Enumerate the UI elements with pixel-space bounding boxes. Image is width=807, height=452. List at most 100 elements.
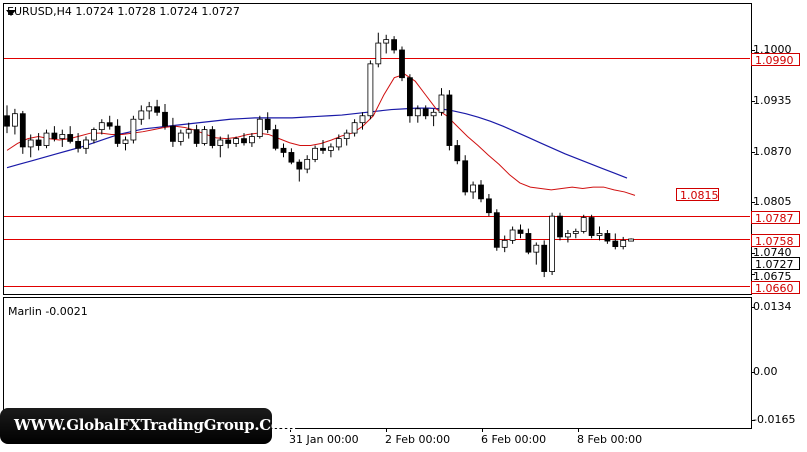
bearish-candle xyxy=(35,139,42,146)
bullish-candle xyxy=(146,106,153,112)
ma-value-label: 1.0815 xyxy=(676,188,719,202)
bullish-candle xyxy=(359,115,366,124)
bullish-candle xyxy=(549,215,555,272)
bearish-candle xyxy=(320,147,326,151)
bearish-candle xyxy=(588,217,595,236)
bearish-candle xyxy=(422,108,429,117)
bearish-candle xyxy=(19,113,26,148)
bearish-candle xyxy=(51,132,58,140)
bullish-candle xyxy=(367,63,374,117)
indicator-title: Marlin -0.0021 xyxy=(8,305,88,318)
bearish-candle xyxy=(114,125,121,144)
bullish-candle xyxy=(414,108,421,117)
current-price-label: 1.0727 xyxy=(751,257,800,271)
bullish-candle xyxy=(83,139,89,149)
bullish-candle xyxy=(430,111,437,117)
bearish-candle xyxy=(106,122,113,127)
bullish-candle xyxy=(91,129,97,141)
bullish-candle xyxy=(596,233,603,236)
bearish-candle xyxy=(493,212,500,248)
bullish-candle xyxy=(628,238,634,242)
bullish-candle xyxy=(509,229,516,241)
bullish-candle xyxy=(130,118,137,141)
bearish-candle xyxy=(272,129,279,149)
time-label: 31 Jan 00:00 xyxy=(289,433,359,446)
price-axis: 1.1000 1.0935 1.0870 1.0805 1.0740 1.067… xyxy=(751,3,807,293)
bearish-candle xyxy=(485,198,492,214)
bullish-candle xyxy=(620,239,627,248)
bearish-candle xyxy=(612,240,619,248)
bullish-candle xyxy=(201,129,208,144)
bullish-candle xyxy=(438,94,445,113)
bearish-candle xyxy=(193,129,200,144)
time-label: 6 Feb 00:00 xyxy=(481,433,547,446)
chart-menu-arrow-icon[interactable] xyxy=(6,10,16,16)
bullish-candle xyxy=(304,158,311,170)
level-line-3[interactable] xyxy=(4,239,750,240)
bullish-candle xyxy=(351,122,358,134)
bullish-candle xyxy=(572,230,579,234)
bearish-candle xyxy=(446,94,453,146)
price-tick: 1.0935 xyxy=(753,94,792,107)
bearish-candle xyxy=(604,233,611,242)
watermark-banner: WWW.GlobalFXTradingGroup.Com xyxy=(0,408,296,444)
bearish-candle xyxy=(478,184,484,200)
bearish-candle xyxy=(517,229,524,234)
bullish-candle xyxy=(565,233,571,238)
bearish-candle xyxy=(154,106,161,113)
ma-red-line xyxy=(6,73,636,196)
bullish-candle xyxy=(375,42,382,65)
time-label: 8 Feb 00:00 xyxy=(577,433,643,446)
bearish-candle xyxy=(462,160,469,193)
bullish-candle xyxy=(327,146,334,151)
time-label: 2 Feb 00:00 xyxy=(385,433,451,446)
bearish-candle xyxy=(67,134,74,142)
watermark-text: WWW.GlobalFXTradingGroup.Com xyxy=(14,416,297,434)
indicator-panel[interactable] xyxy=(3,297,752,429)
bullish-candle xyxy=(248,136,255,144)
bearish-candle xyxy=(169,125,176,142)
level-label-2: 1.0787 xyxy=(751,211,800,225)
bearish-candle xyxy=(406,77,413,117)
bullish-candle xyxy=(580,217,587,232)
price-tick: 1.0740 xyxy=(753,246,792,259)
bullish-candle xyxy=(11,113,18,127)
bearish-candle xyxy=(541,244,548,272)
bullish-candle xyxy=(533,244,540,253)
bullish-candle xyxy=(185,129,192,134)
bearish-candle xyxy=(264,118,271,131)
bullish-candle xyxy=(138,110,145,120)
bullish-candle xyxy=(501,239,508,248)
indicator-tick: -0.0165 xyxy=(753,413,796,426)
price-tick: 1.1000 xyxy=(753,43,792,56)
level-line-2[interactable] xyxy=(4,216,750,217)
bearish-candle xyxy=(4,115,10,127)
bearish-candle xyxy=(399,49,405,79)
price-tick: 1.0805 xyxy=(753,195,792,208)
price-tick: 1.0675 xyxy=(753,270,792,283)
bearish-candle xyxy=(454,145,461,162)
level-label-4: 1.0660 xyxy=(751,281,800,295)
bullish-candle xyxy=(343,132,350,140)
bullish-candle xyxy=(383,39,390,44)
bullish-candle xyxy=(233,138,240,144)
bearish-candle xyxy=(225,139,232,144)
indicator-tick: 0.0134 xyxy=(753,300,792,313)
bullish-candle xyxy=(59,134,66,140)
indicator-tick: 0.00 xyxy=(753,365,778,378)
bullish-candle xyxy=(335,138,342,148)
price-tick: 1.0870 xyxy=(753,145,792,158)
bearish-candle xyxy=(296,161,303,170)
indicator-axis: 0.0134 0.00 -0.0165 xyxy=(751,297,807,427)
bearish-candle xyxy=(162,111,168,127)
bullish-candle xyxy=(177,132,184,142)
bullish-candle xyxy=(122,139,129,144)
level-label-1: 1.0990 xyxy=(751,53,800,67)
bullish-candle xyxy=(217,139,224,146)
bearish-candle xyxy=(288,152,295,163)
chart-symbol-title: EURUSD,H4 1.0724 1.0728 1.0724 1.0727 xyxy=(7,5,240,18)
level-label-3: 1.0758 xyxy=(751,234,800,248)
level-line-4[interactable] xyxy=(4,286,750,287)
bullish-candle xyxy=(312,147,319,160)
